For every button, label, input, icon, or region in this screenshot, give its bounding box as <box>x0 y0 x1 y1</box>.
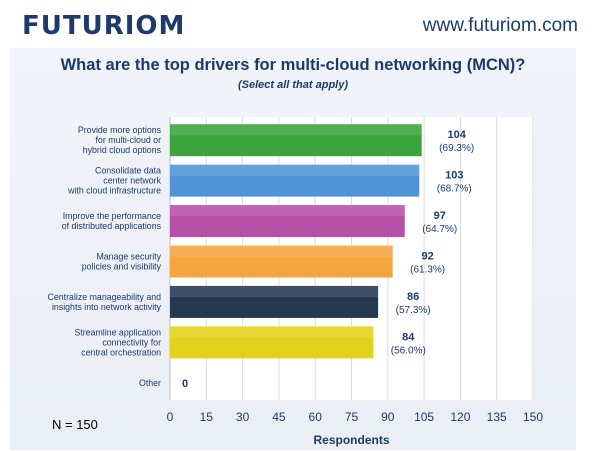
bar-highlight <box>170 326 374 338</box>
category-label: Other <box>139 378 161 388</box>
category-label: Improve the performance of distributed ap… <box>62 211 162 231</box>
sample-size-note: N = 150 <box>52 417 98 432</box>
value-label: 0 <box>182 378 188 390</box>
bar <box>170 326 374 359</box>
percent-label: (61.3%) <box>410 265 445 276</box>
bar <box>170 285 379 318</box>
value-label: 104 <box>448 129 467 141</box>
x-tick-label: 135 <box>487 410 507 424</box>
bar <box>170 245 393 278</box>
x-tick-label: 150 <box>523 410 543 424</box>
category-label: Manage security policies and visibility <box>82 252 162 272</box>
x-tick-label: 105 <box>414 410 434 424</box>
percent-label: (56.0%) <box>391 345 426 356</box>
category-label: Provide more options for multi-cloud or hy… <box>78 125 162 155</box>
bar <box>170 205 405 238</box>
value-label: 103 <box>445 170 463 182</box>
header: FUTURIOM www.futuriom.com <box>0 0 602 48</box>
chart-title: What are the top drivers for multi-cloud… <box>60 56 526 74</box>
x-tick-label: 15 <box>200 410 214 424</box>
x-tick-label: 120 <box>450 410 470 424</box>
category-label: Streamline application connectivity for ce… <box>74 327 161 357</box>
bar-highlight <box>170 164 420 176</box>
value-label: 92 <box>422 251 434 263</box>
category-label: Centralize manageability and insights int… <box>48 292 162 312</box>
percent-label: (57.3%) <box>396 305 431 316</box>
x-tick-label: 45 <box>272 410 286 424</box>
x-tick-label: 90 <box>381 410 395 424</box>
percent-label: (64.7%) <box>422 224 457 235</box>
bar-highlight <box>170 245 393 257</box>
value-label: 84 <box>402 331 415 343</box>
x-tick-label: 75 <box>345 410 359 424</box>
x-tick-label: 60 <box>309 410 323 424</box>
bar <box>170 124 422 157</box>
brand-logo: FUTURIOM <box>22 11 186 41</box>
percent-label: (68.7%) <box>437 184 472 195</box>
value-label: 86 <box>407 291 419 303</box>
value-label: 97 <box>434 210 446 222</box>
category-label: Consolidate data center network with cloud… <box>67 166 161 196</box>
bar <box>170 164 420 197</box>
bar-highlight <box>170 205 405 217</box>
bar-highlight <box>170 124 422 136</box>
percent-label: (69.3%) <box>439 143 474 154</box>
chart-subtitle: (Select all that apply) <box>237 79 349 91</box>
x-tick-label: 0 <box>167 410 174 424</box>
x-axis-title: Respondents <box>313 433 389 447</box>
website-url[interactable]: www.futuriom.com <box>422 15 578 36</box>
x-tick-label: 30 <box>236 410 250 424</box>
bar-highlight <box>170 285 379 298</box>
